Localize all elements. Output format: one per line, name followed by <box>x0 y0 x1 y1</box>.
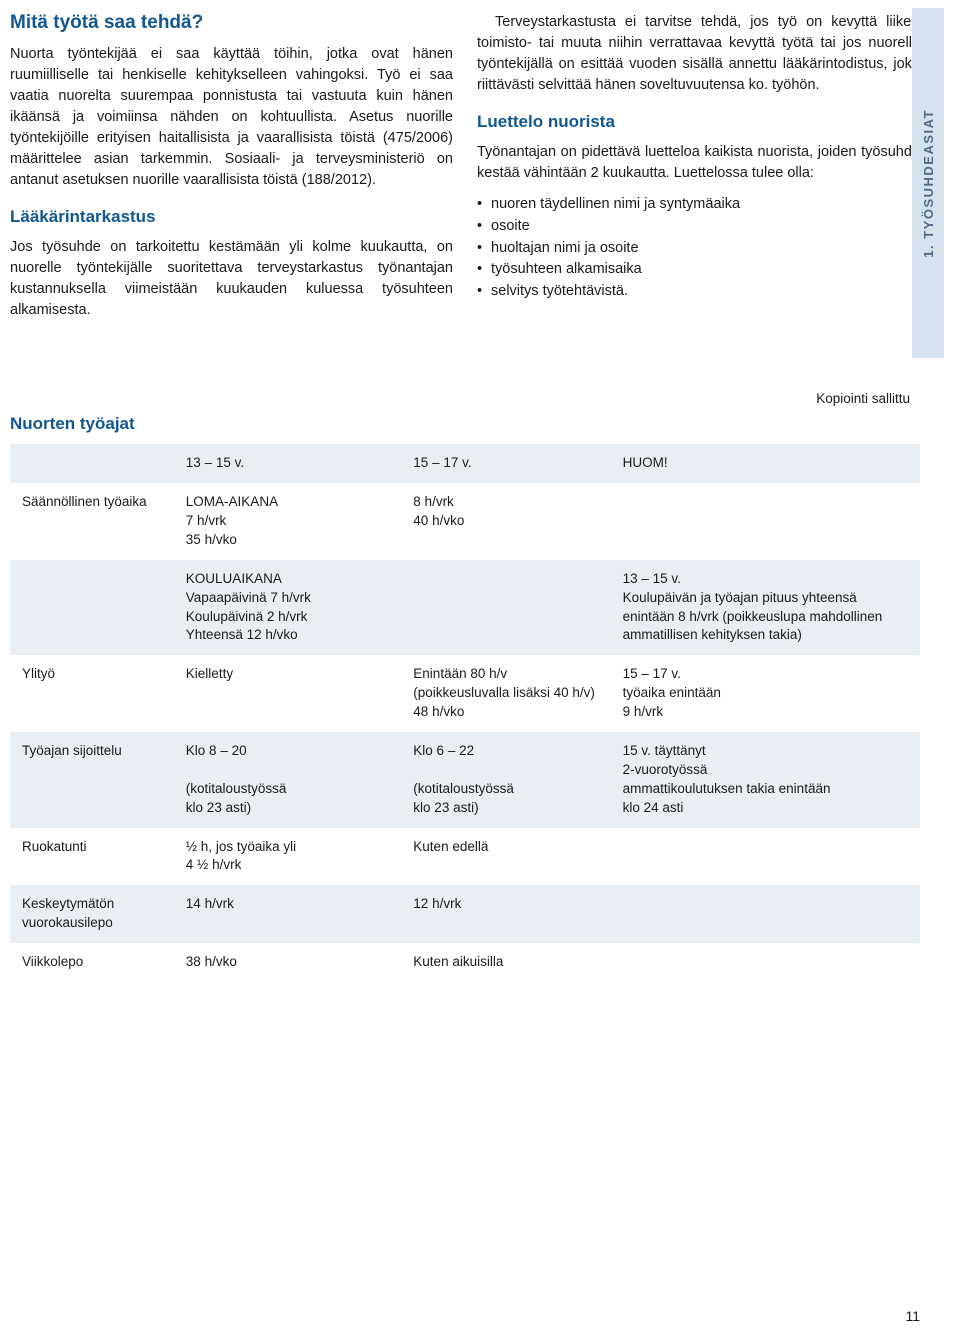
two-column-content: Mitä työtä saa tehdä? Nuorta työntekijää… <box>10 12 920 331</box>
table-cell: 8 h/vrk 40 h/vko <box>401 483 610 560</box>
table-row: Viikkolepo38 h/vkoKuten aikuisilla <box>10 943 920 982</box>
table-row: Keskeytymätön vuorokausilepo14 h/vrk12 h… <box>10 885 920 943</box>
table-cell: 15 v. täyttänyt 2-vuorotyössä ammattikou… <box>611 732 920 828</box>
table-cell: 12 h/vrk <box>401 885 610 943</box>
table-header-cell: 13 – 15 v. <box>174 444 402 483</box>
copy-note: Kopiointi sallittu <box>10 391 920 406</box>
table-cell: Työajan sijoittelu <box>10 732 174 828</box>
table-row: Ruokatunti½ h, jos työaika yli 4 ½ h/vrk… <box>10 828 920 886</box>
list-item: huoltajan nimi ja osoite <box>477 238 920 260</box>
table-cell: Enintään 80 h/v (poikkeusluvalla lisäksi… <box>401 655 610 732</box>
table-cell <box>611 943 920 982</box>
heading-what-work: Mitä työtä saa tehdä? <box>10 12 453 34</box>
table-cell: KOULUAIKANA Vapaapäivinä 7 h/vrk Koulupä… <box>174 560 402 656</box>
table-cell: 15 – 17 v. työaika enintään 9 h/vrk <box>611 655 920 732</box>
table-cell <box>10 560 174 656</box>
table-row: Säännöllinen työaikaLOMA-AIKANA 7 h/vrk … <box>10 483 920 560</box>
table-cell: Säännöllinen työaika <box>10 483 174 560</box>
paragraph-work: Nuorta työntekijää ei saa käyttää töihin… <box>10 44 453 191</box>
list-item: työsuhteen alkamisaika <box>477 259 920 281</box>
side-tab-label: 1. TYÖSUHDEASIAT <box>921 109 936 258</box>
table-cell <box>611 885 920 943</box>
paragraph-medical: Jos työsuhde on tarkoitettu kestämään yl… <box>10 237 453 321</box>
heading-medical: Lääkärintarkastus <box>10 207 453 227</box>
table-cell: Kuten edellä <box>401 828 610 886</box>
list-item: selvitys työtehtävistä. <box>477 281 920 303</box>
table-cell <box>611 828 920 886</box>
table-header-cell: 15 – 17 v. <box>401 444 610 483</box>
page-number: 11 <box>905 1308 920 1324</box>
table-cell: Keskeytymätön vuorokausilepo <box>10 885 174 943</box>
table-header-cell <box>10 444 174 483</box>
table-title: Nuorten työajat <box>10 414 920 434</box>
table-cell: Klo 8 – 20 (kotitaloustyössä klo 23 asti… <box>174 732 402 828</box>
column-right: Terveystarkastusta ei tarvitse tehdä, jo… <box>477 12 920 331</box>
table-cell: Kielletty <box>174 655 402 732</box>
table-header-cell: HUOM! <box>611 444 920 483</box>
table-cell <box>401 560 610 656</box>
table-cell <box>611 483 920 560</box>
table-row: KOULUAIKANA Vapaapäivinä 7 h/vrk Koulupä… <box>10 560 920 656</box>
list-item: osoite <box>477 216 920 238</box>
table-cell: Klo 6 – 22 (kotitaloustyössä klo 23 asti… <box>401 732 610 828</box>
table-cell: Viikkolepo <box>10 943 174 982</box>
table-cell: 14 h/vrk <box>174 885 402 943</box>
table-cell: Kuten aikuisilla <box>401 943 610 982</box>
paragraph-medical-cont: Terveystarkastusta ei tarvitse tehdä, jo… <box>477 12 920 96</box>
table-row: YlityöKiellettyEnintään 80 h/v (poikkeus… <box>10 655 920 732</box>
column-left: Mitä työtä saa tehdä? Nuorta työntekijää… <box>10 12 453 331</box>
paragraph-list-intro: Työnantajan on pidettävä luetteloa kaiki… <box>477 142 920 184</box>
bullet-list: nuoren täydellinen nimi ja syntymäaika o… <box>477 194 920 303</box>
table-cell: LOMA-AIKANA 7 h/vrk 35 h/vko <box>174 483 402 560</box>
table-cell: Ylityö <box>10 655 174 732</box>
side-tab: 1. TYÖSUHDEASIAT <box>912 8 944 358</box>
working-hours-table: 13 – 15 v.15 – 17 v.HUOM!Säännöllinen ty… <box>10 444 920 982</box>
heading-list: Luettelo nuorista <box>477 112 920 132</box>
table-cell: ½ h, jos työaika yli 4 ½ h/vrk <box>174 828 402 886</box>
table-cell: 13 – 15 v. Koulupäivän ja työajan pituus… <box>611 560 920 656</box>
table-row: Työajan sijoitteluKlo 8 – 20 (kotitalous… <box>10 732 920 828</box>
table-cell: Ruokatunti <box>10 828 174 886</box>
table-cell: 38 h/vko <box>174 943 402 982</box>
list-item: nuoren täydellinen nimi ja syntymäaika <box>477 194 920 216</box>
